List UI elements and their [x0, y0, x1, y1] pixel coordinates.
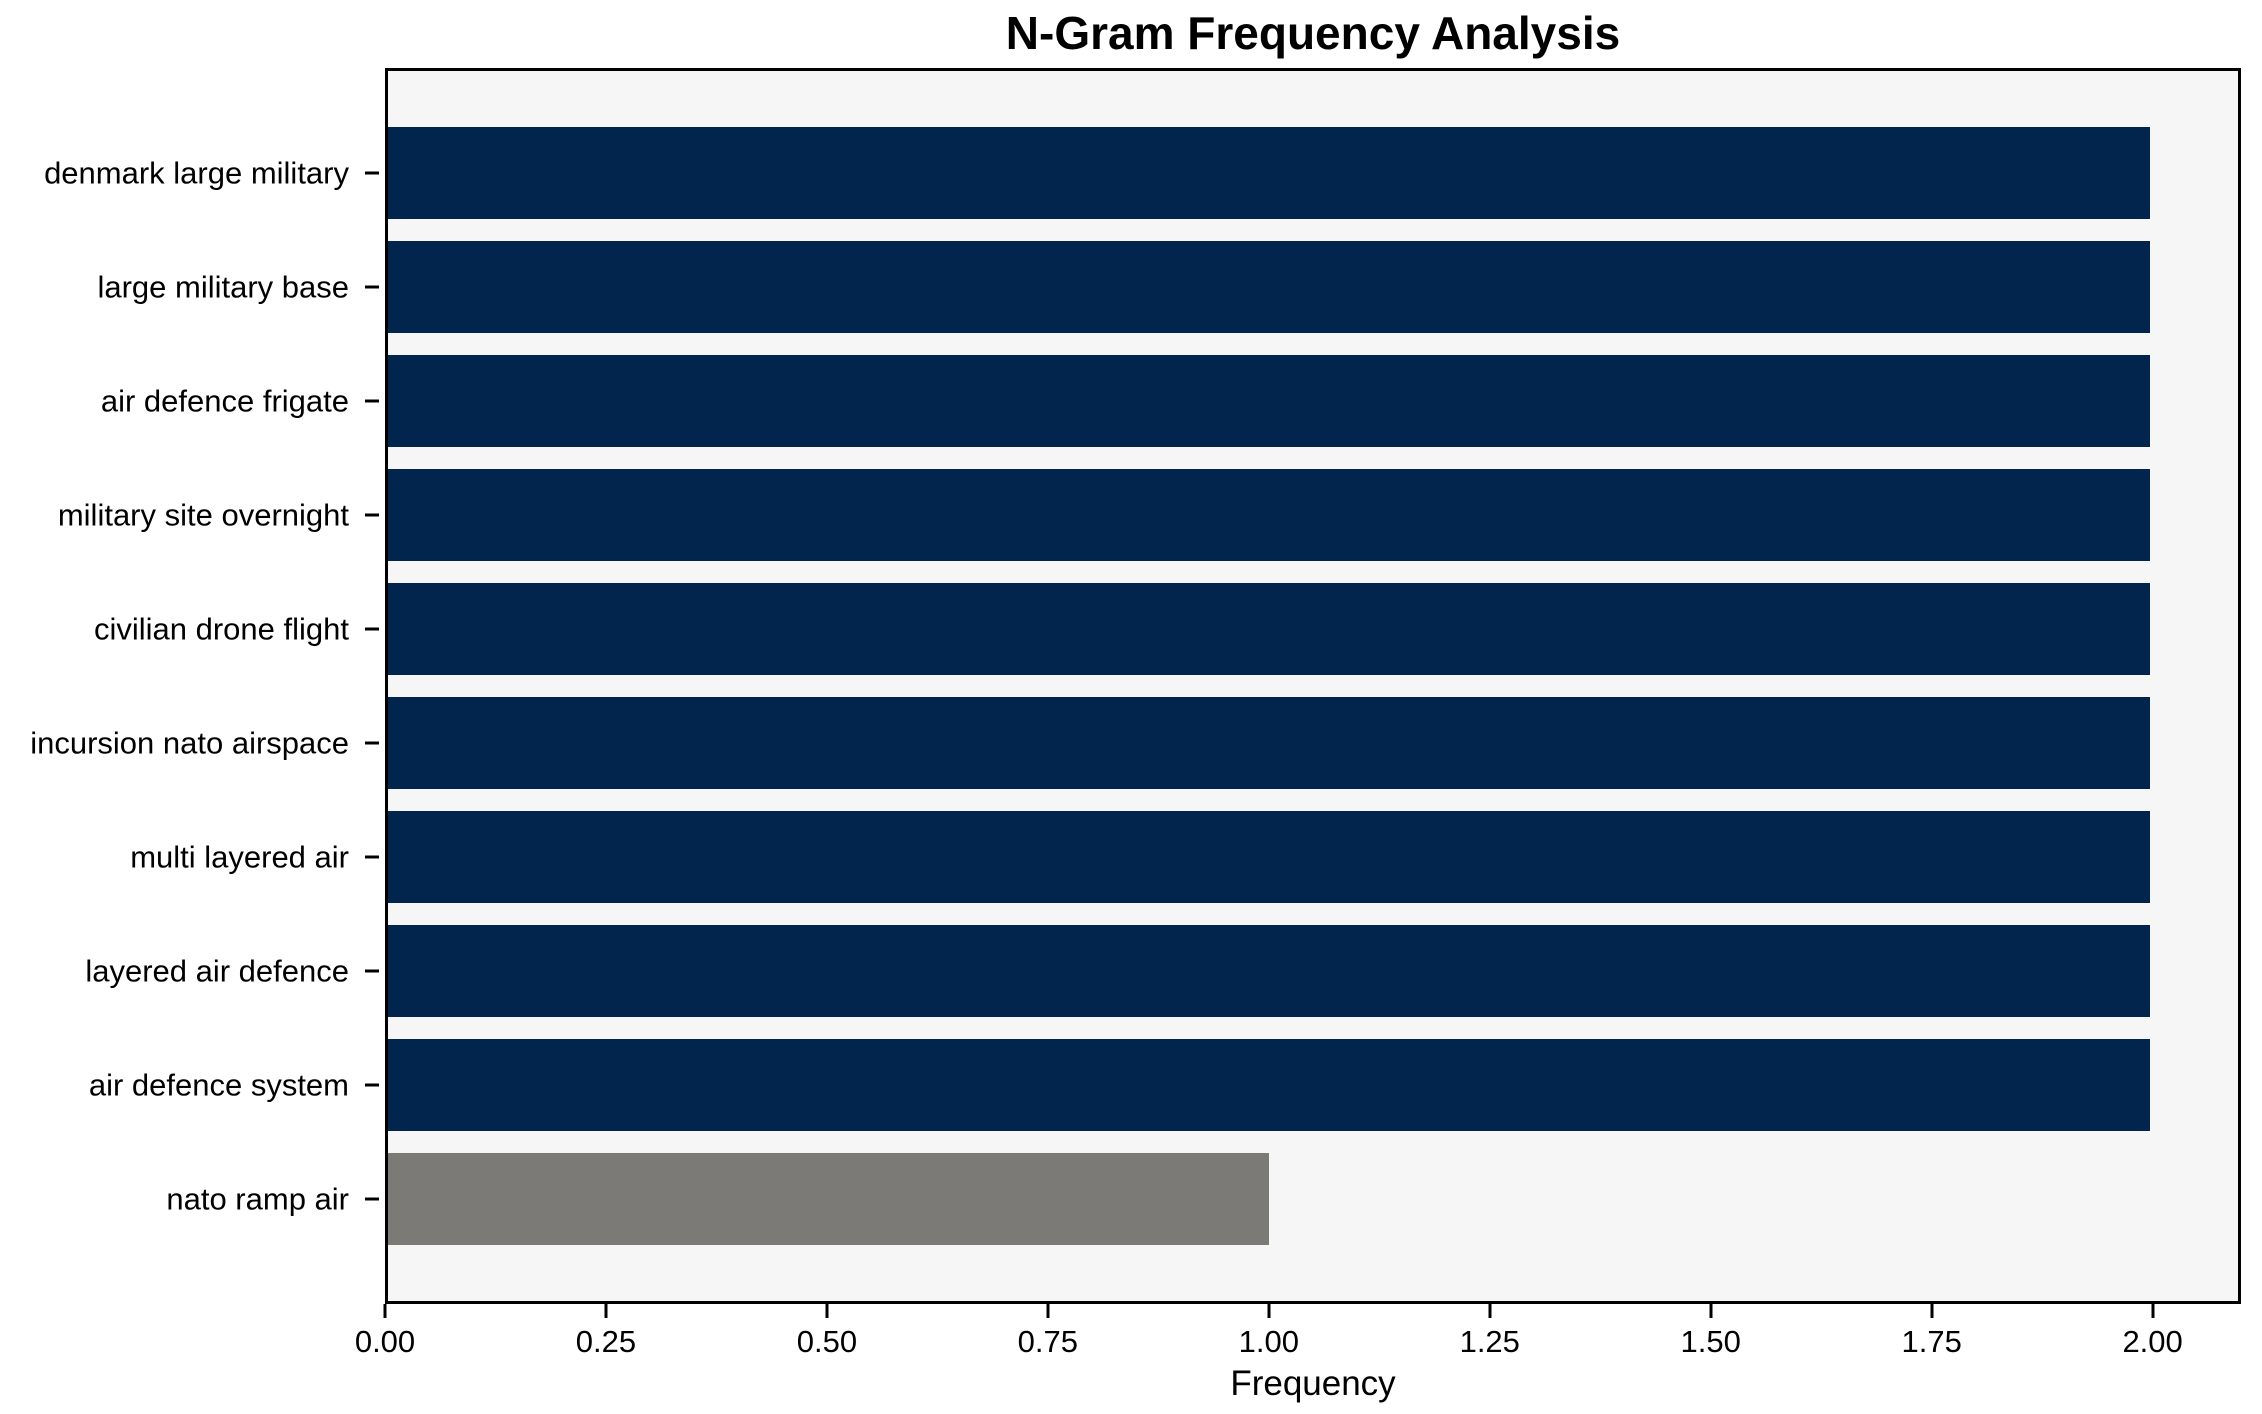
x-tick-mark: [1488, 1304, 1492, 1318]
bar-row: layered air defence: [85, 914, 2238, 1028]
bar-row: large military base: [97, 230, 2238, 344]
y-tick-label: nato ramp air: [166, 1181, 349, 1217]
y-tick-mark: [365, 969, 379, 973]
x-tick-label: 0.00: [354, 1324, 416, 1359]
bar: [388, 469, 2150, 561]
y-tick-mark: [365, 1197, 379, 1201]
x-tick-mark: [1046, 1304, 1050, 1318]
bar-row: multi layered air: [130, 800, 2238, 914]
plot-area: denmark large military large military bas…: [30, 68, 2241, 1304]
y-tick-label: denmark large military: [44, 155, 349, 191]
x-axis-label: Frequency: [1230, 1364, 1396, 1403]
x-tick-mark: [604, 1304, 608, 1318]
bar-row: incursion nato airspace: [30, 686, 2238, 800]
y-tick-mark: [365, 855, 379, 859]
bar: [388, 1153, 1269, 1245]
x-tick-label: 1.75: [1901, 1324, 1962, 1359]
bar-row: civilian drone flight: [94, 572, 2238, 686]
y-tick-label: incursion nato airspace: [30, 725, 349, 761]
bar: [388, 811, 2150, 903]
y-tick-label: military site overnight: [57, 497, 349, 533]
x-tick-label: 0.75: [1017, 1324, 1079, 1359]
bar: [388, 127, 2150, 219]
x-tick-mark: [1930, 1304, 1934, 1318]
y-tick-label: multi layered air: [130, 839, 349, 875]
bar-row: air defence frigate: [101, 344, 2238, 458]
y-tick-mark: [365, 513, 379, 517]
bar-row: military site overnight: [58, 458, 2238, 572]
y-tick-mark: [365, 741, 379, 745]
y-tick-mark: [365, 399, 379, 403]
bar: [388, 1039, 2150, 1131]
bar-row: denmark large military: [44, 116, 2238, 230]
x-tick-label: 2.00: [2122, 1324, 2183, 1359]
y-tick-mark: [365, 627, 379, 631]
bar-row: nato ramp air: [166, 1142, 2238, 1256]
bar-row: air defence system: [89, 1028, 2238, 1142]
bar: [388, 241, 2150, 333]
x-tick-label: 1.00: [1238, 1324, 1299, 1359]
y-tick-label: air defence frigate: [100, 383, 349, 419]
x-tick-label: 0.25: [575, 1324, 637, 1359]
x-tick-label: 1.25: [1459, 1324, 1520, 1359]
x-tick-label: 0.50: [796, 1324, 858, 1359]
y-tick-label: large military base: [97, 269, 349, 305]
x-tick-mark: [383, 1304, 387, 1318]
bar: [388, 355, 2150, 447]
x-tick-mark: [1267, 1304, 1271, 1318]
x-tick-label: 1.50: [1680, 1324, 1741, 1359]
y-tick-mark: [365, 1083, 379, 1087]
y-tick-label: layered air defence: [85, 953, 349, 989]
x-tick-mark: [2151, 1304, 2155, 1318]
bar: [388, 583, 2150, 675]
x-tick-mark: [825, 1304, 829, 1318]
x-axis: 0.00 0.25 0.50 0.75 1.00 1.25 1.50 1.75 2.00: [355, 1304, 2241, 1374]
bars-container: denmark large military large military bas…: [30, 71, 2238, 1301]
chart-title: N-Gram Frequency Analysis: [1005, 7, 1621, 59]
y-tick-label: civilian drone flight: [93, 611, 349, 647]
y-tick-mark: [365, 285, 379, 289]
x-tick-mark: [1709, 1304, 1713, 1318]
y-tick-label: air defence system: [88, 1067, 349, 1103]
bar: [388, 925, 2150, 1017]
y-tick-mark: [365, 171, 379, 175]
bar: [388, 697, 2150, 789]
